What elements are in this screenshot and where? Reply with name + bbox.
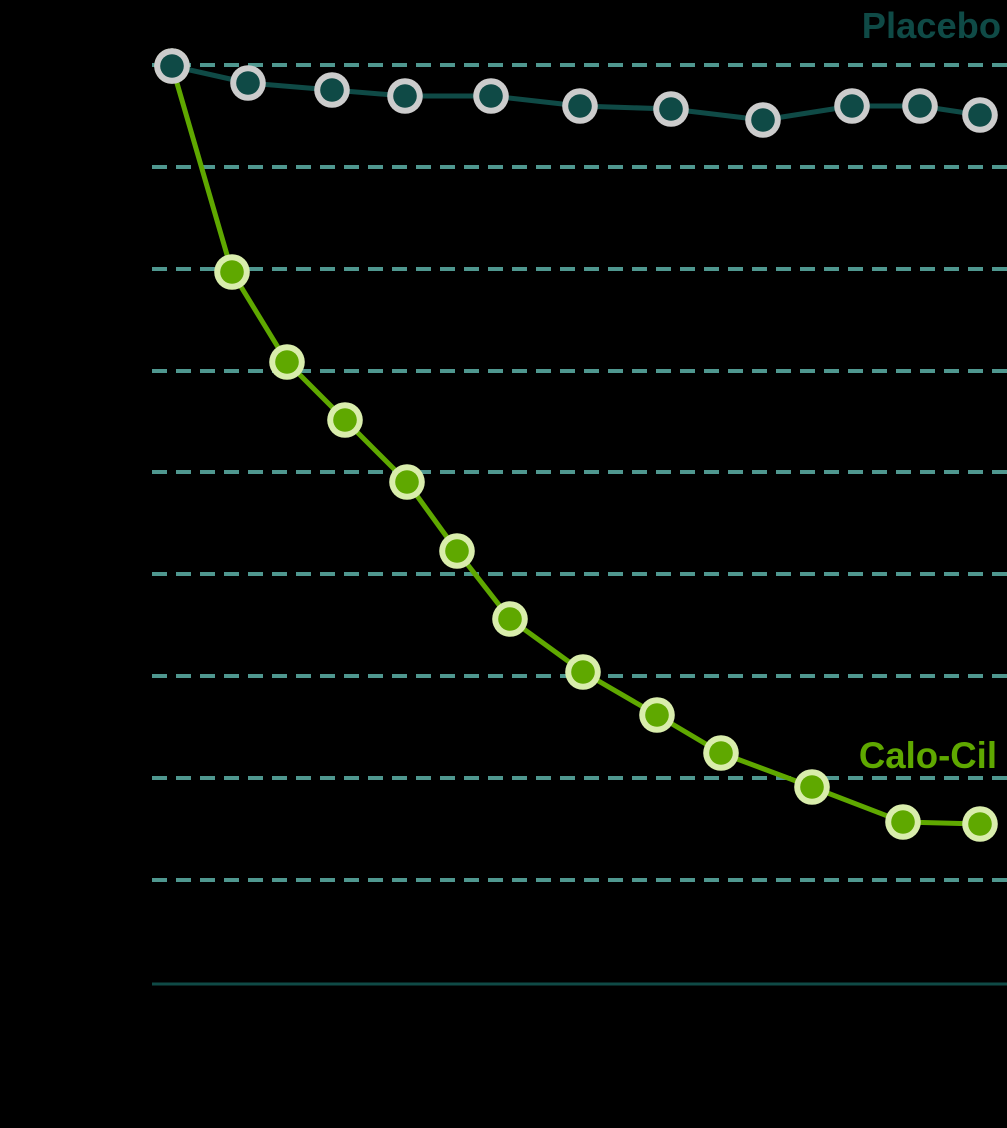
svg-text:Placebo: Placebo bbox=[862, 5, 1001, 46]
svg-text:Calo-Cil: Calo-Cil bbox=[859, 735, 997, 776]
